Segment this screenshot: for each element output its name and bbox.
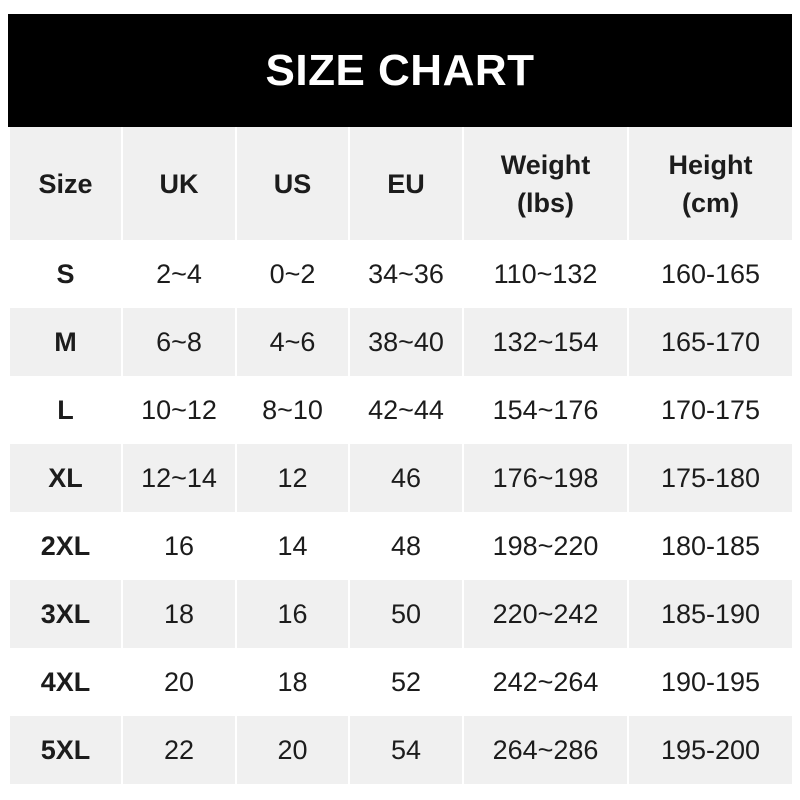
- cell-eu: 42~44: [348, 376, 464, 444]
- cell-weight: 110~132: [462, 240, 629, 308]
- cell-height: 190-195: [627, 648, 794, 716]
- cell-uk: 22: [121, 716, 237, 784]
- header-unit: (lbs): [517, 187, 574, 218]
- cell-height: 175-180: [627, 444, 794, 512]
- cell-height: 165-170: [627, 308, 794, 376]
- header-height: Height (cm): [627, 127, 794, 240]
- cell-height: 185-190: [627, 580, 794, 648]
- cell-eu: 54: [348, 716, 464, 784]
- cell-size: 2XL: [8, 512, 123, 580]
- header-size: Size: [8, 127, 123, 240]
- cell-size: L: [8, 376, 123, 444]
- cell-eu: 38~40: [348, 308, 464, 376]
- cell-eu: 46: [348, 444, 464, 512]
- cell-weight: 176~198: [462, 444, 629, 512]
- cell-weight: 132~154: [462, 308, 629, 376]
- cell-eu: 50: [348, 580, 464, 648]
- cell-us: 20: [235, 716, 350, 784]
- cell-weight: 242~264: [462, 648, 629, 716]
- cell-eu: 48: [348, 512, 464, 580]
- cell-us: 14: [235, 512, 350, 580]
- cell-height: 170-175: [627, 376, 794, 444]
- header-uk: UK: [121, 127, 237, 240]
- table-row: 5XL 22 20 54 264~286 195-200: [8, 716, 794, 784]
- header-label: UK: [159, 168, 199, 199]
- header-us: US: [235, 127, 350, 240]
- cell-uk: 16: [121, 512, 237, 580]
- cell-size: 5XL: [8, 716, 123, 784]
- cell-us: 18: [235, 648, 350, 716]
- header-label: Size: [38, 168, 93, 199]
- cell-eu: 34~36: [348, 240, 464, 308]
- cell-height: 180-185: [627, 512, 794, 580]
- table-row: XL 12~14 12 46 176~198 175-180: [8, 444, 794, 512]
- cell-uk: 10~12: [121, 376, 237, 444]
- cell-us: 8~10: [235, 376, 350, 444]
- cell-us: 4~6: [235, 308, 350, 376]
- header-label: Weight: [500, 149, 591, 180]
- cell-weight: 154~176: [462, 376, 629, 444]
- header-label: EU: [387, 168, 425, 199]
- cell-uk: 2~4: [121, 240, 237, 308]
- cell-us: 12: [235, 444, 350, 512]
- size-chart-table: Size UK US EU Weight (lbs) Height (cm) S 2~…: [8, 127, 794, 784]
- size-chart-title: SIZE CHART: [8, 14, 792, 127]
- header-row: Size UK US EU Weight (lbs) Height (cm): [8, 127, 794, 240]
- cell-uk: 6~8: [121, 308, 237, 376]
- table-row: 4XL 20 18 52 242~264 190-195: [8, 648, 794, 716]
- cell-size: 3XL: [8, 580, 123, 648]
- cell-uk: 20: [121, 648, 237, 716]
- header-label: Height: [668, 149, 753, 180]
- header-eu: EU: [348, 127, 464, 240]
- cell-us: 0~2: [235, 240, 350, 308]
- cell-size: XL: [8, 444, 123, 512]
- cell-size: 4XL: [8, 648, 123, 716]
- cell-weight: 198~220: [462, 512, 629, 580]
- cell-eu: 52: [348, 648, 464, 716]
- cell-uk: 12~14: [121, 444, 237, 512]
- cell-weight: 220~242: [462, 580, 629, 648]
- cell-us: 16: [235, 580, 350, 648]
- cell-size: M: [8, 308, 123, 376]
- table-row: 3XL 18 16 50 220~242 185-190: [8, 580, 794, 648]
- header-label: US: [273, 168, 312, 199]
- cell-uk: 18: [121, 580, 237, 648]
- cell-height: 195-200: [627, 716, 794, 784]
- cell-weight: 264~286: [462, 716, 629, 784]
- table-row: L 10~12 8~10 42~44 154~176 170-175: [8, 376, 794, 444]
- table-row: S 2~4 0~2 34~36 110~132 160-165: [8, 240, 794, 308]
- header-weight: Weight (lbs): [462, 127, 629, 240]
- header-unit: (cm): [681, 187, 739, 218]
- cell-height: 160-165: [627, 240, 794, 308]
- cell-size: S: [8, 240, 123, 308]
- table-row: 2XL 16 14 48 198~220 180-185: [8, 512, 794, 580]
- table-row: M 6~8 4~6 38~40 132~154 165-170: [8, 308, 794, 376]
